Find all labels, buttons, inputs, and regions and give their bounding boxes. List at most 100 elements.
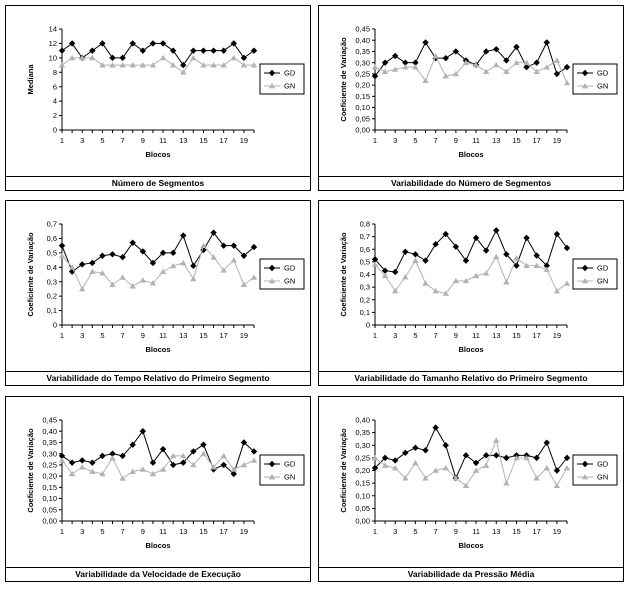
- data-point-gd: [240, 54, 248, 62]
- y-tick-label: 10: [49, 53, 57, 62]
- data-point-gn: [432, 287, 439, 294]
- legend-label: GD: [597, 69, 609, 78]
- legend-marker: [581, 278, 589, 284]
- y-tick-label: 0,2: [360, 295, 370, 304]
- x-tick-label: 9: [141, 331, 145, 340]
- x-tick-label: 11: [472, 527, 480, 536]
- data-point-gn: [220, 452, 227, 459]
- y-tick-label: 0,6: [360, 245, 370, 254]
- y-tick-label: 0,3: [360, 283, 370, 292]
- x-tick-label: 3: [393, 527, 397, 536]
- y-tick-label: 0,4: [47, 263, 57, 272]
- data-point-gd: [493, 227, 500, 234]
- y-tick-label: 0,45: [42, 416, 57, 425]
- data-point-gd: [402, 59, 409, 66]
- data-point-gn: [180, 69, 187, 75]
- x-tick-label: 3: [80, 331, 84, 340]
- first-segment-time-chart: 00,10,20,30,40,50,60,71 3 5 7 9 11 13 15 17 19Blo…: [26, 220, 305, 354]
- mean-pressure-chart: 0,000,050,100,150,200,250,300,350,401 3 5 7…: [339, 416, 618, 550]
- x-tick-label: 19: [240, 331, 248, 340]
- data-point-gd: [503, 57, 510, 64]
- x-tick-label: 13: [179, 527, 187, 536]
- legend-marker: [268, 278, 276, 284]
- legend-marker: [268, 474, 276, 480]
- first-segment-size-chart: 00,10,20,30,40,50,60,70,81 3 5 7 9 11 13 15 17 19…: [339, 220, 618, 354]
- x-tick-label: 15: [199, 331, 207, 340]
- x-tick-label: 7: [121, 527, 125, 536]
- data-point-gn: [482, 68, 490, 75]
- y-tick-label: 0,2: [47, 292, 57, 301]
- data-point-gn: [472, 272, 480, 279]
- legend-marker: [581, 69, 589, 77]
- data-point-gd: [392, 52, 399, 60]
- data-point-gd: [99, 40, 106, 47]
- y-tick-label: 8: [53, 68, 57, 77]
- data-point-gn: [442, 290, 449, 296]
- data-point-gn: [493, 437, 500, 443]
- x-axis-title: Blocos: [458, 541, 483, 550]
- data-point-gn: [462, 277, 470, 284]
- data-point-gd: [563, 63, 571, 71]
- data-point-gn: [452, 475, 460, 481]
- data-point-gn: [432, 52, 439, 59]
- data-point-gn: [129, 468, 136, 475]
- data-point-gd: [371, 464, 379, 472]
- data-point-gd: [109, 450, 116, 457]
- data-point-gd: [99, 252, 106, 259]
- y-axis-title: Coeficiente de Variação: [26, 232, 35, 317]
- x-tick-label: 13: [179, 331, 187, 340]
- x-tick-label: 5: [413, 331, 417, 340]
- data-point-gn: [462, 482, 470, 489]
- y-tick-label: 0,25: [42, 460, 57, 469]
- y-axis-title: Coeficiente de Variação: [339, 428, 348, 513]
- data-point-gd: [149, 259, 157, 267]
- legend-box: [572, 258, 618, 290]
- x-tick-label: 17: [220, 331, 228, 340]
- x-tick-label: 1: [373, 136, 377, 145]
- data-point-gd: [553, 70, 561, 78]
- y-tick-label: 0,30: [355, 441, 370, 450]
- data-point-gn: [513, 255, 520, 261]
- data-point-gd: [381, 267, 389, 274]
- y-tick-label: 0,25: [355, 453, 370, 462]
- x-axis-title: Blocos: [458, 150, 483, 159]
- data-point-gd: [109, 54, 116, 62]
- data-point-gd: [68, 268, 76, 275]
- data-point-gn: [58, 457, 66, 463]
- y-tick-label: 4: [53, 97, 57, 106]
- data-point-gn: [250, 62, 258, 68]
- y-tick-label: 0,5: [47, 248, 57, 257]
- y-tick-label: 0,8: [360, 220, 370, 229]
- segment-count-variability-chart: 0,00 0,05 0,10 0,15 0,20 0,25 0,30 0,35 0,40 0,45…: [339, 25, 618, 159]
- x-axis-title: Blocos: [145, 345, 170, 354]
- data-point-gd: [139, 428, 147, 435]
- data-point-gd: [412, 251, 419, 258]
- data-point-gd: [412, 59, 419, 66]
- chart-panel-execution-speed: 0,00 0,05 0,10 0,15 0,20 0,25 0,30 0,35 0,40 0,45…: [5, 396, 311, 582]
- data-point-gn: [89, 54, 96, 61]
- data-point-gn: [210, 464, 217, 470]
- x-tick-label: 17: [220, 527, 228, 536]
- legend-label: GD: [284, 264, 296, 273]
- data-point-gd: [190, 448, 197, 455]
- data-point-gn: [563, 79, 571, 86]
- panel-caption: Variabilidade da Velocidade de Execução: [5, 567, 311, 582]
- y-tick-label: 0,05: [355, 504, 370, 513]
- data-point-gn: [79, 54, 86, 61]
- y-tick-label: 0,3: [47, 277, 57, 286]
- data-point-gn: [99, 62, 106, 68]
- legend-marker: [268, 460, 276, 468]
- y-tick-label: 0,10: [355, 491, 370, 500]
- data-point-gn: [553, 57, 561, 63]
- y-tick-label: 0,10: [42, 494, 57, 503]
- y-tick-label: 0,45: [355, 25, 370, 34]
- data-point-gn: [462, 59, 470, 66]
- data-point-gn: [79, 464, 86, 470]
- x-axis-title: Blocos: [145, 150, 170, 159]
- y-tick-label: 0: [53, 126, 57, 135]
- data-point-gn: [220, 62, 227, 68]
- x-tick-label: 7: [121, 136, 125, 145]
- data-point-gn: [89, 468, 96, 475]
- data-point-gd: [493, 46, 500, 53]
